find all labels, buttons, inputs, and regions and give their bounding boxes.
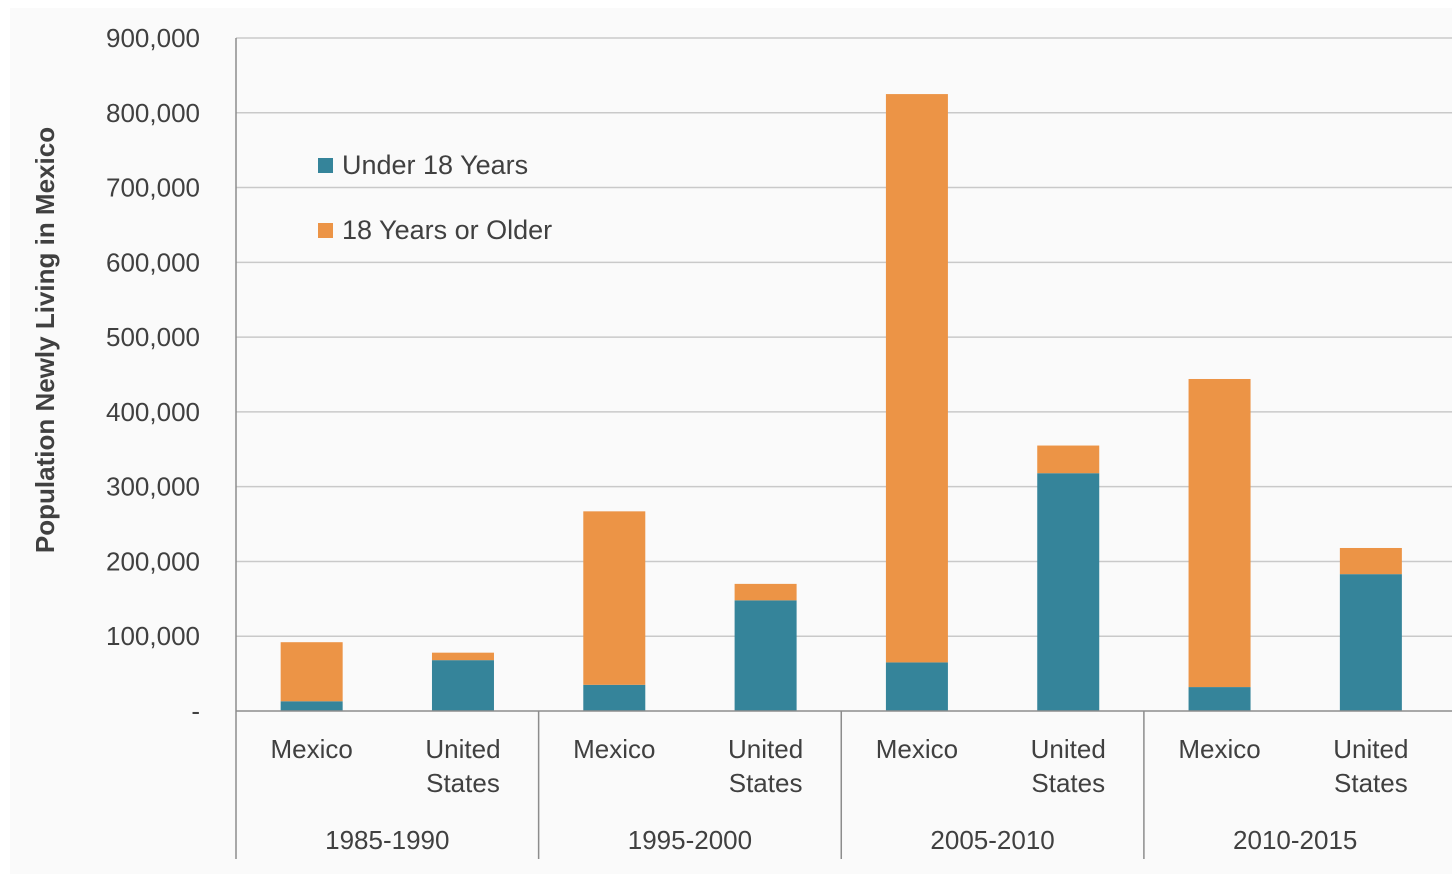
y-tick-label: 700,000 [106, 173, 200, 203]
y-axis-label: Population Newly Living in Mexico [30, 127, 60, 553]
x-category-label-line2: States [1334, 768, 1408, 798]
bar-18-or-older [431, 652, 494, 661]
x-category-label-line2: States [426, 768, 500, 798]
bar-under-18 [1037, 473, 1100, 711]
legend: Under 18 Years 18 Years or Older [318, 150, 552, 245]
x-category-label: United [425, 734, 500, 764]
y-tick-label: 400,000 [106, 397, 200, 427]
legend-swatch [318, 158, 333, 173]
x-category-label: United [728, 734, 803, 764]
bar-under-18 [885, 662, 948, 711]
bar-under-18 [280, 701, 343, 711]
x-category-label: Mexico [876, 734, 958, 764]
bar-18-or-older [885, 94, 948, 663]
x-category-label-line2: States [1031, 768, 1105, 798]
bar-18-or-older [280, 642, 343, 702]
bar-under-18 [431, 660, 494, 711]
legend-label: Under 18 Years [342, 150, 528, 180]
x-category-label: Mexico [1178, 734, 1260, 764]
legend-label: 18 Years or Older [342, 215, 552, 245]
y-tick-label: 800,000 [106, 98, 200, 128]
y-tick-label: 200,000 [106, 546, 200, 576]
x-category-label: United [1333, 734, 1408, 764]
y-tick-label: - [191, 696, 200, 726]
y-tick-label: 600,000 [106, 247, 200, 277]
y-tick-label: 300,000 [106, 472, 200, 502]
x-category-label-line2: States [729, 768, 803, 798]
y-tick-label: 100,000 [106, 621, 200, 651]
bars [280, 94, 1402, 711]
bar-18-or-older [583, 511, 646, 685]
y-tick-label: 500,000 [106, 322, 200, 352]
bar-under-18 [734, 600, 797, 711]
bar-18-or-older [734, 583, 797, 601]
bar-18-or-older [1188, 378, 1251, 688]
bar-under-18 [583, 684, 646, 711]
y-tick-label: 900,000 [106, 23, 200, 53]
x-category-label: United [1031, 734, 1106, 764]
bar-18-or-older [1037, 445, 1100, 474]
axes: - 100,000 200,000 300,000 400,000 500,000 600,… [106, 23, 1452, 859]
x-group-label: 2005-2010 [930, 825, 1054, 855]
x-group-label: 1985-1990 [325, 825, 449, 855]
x-category-label: Mexico [270, 734, 352, 764]
legend-swatch [318, 223, 333, 238]
x-group-label: 1995-2000 [628, 825, 752, 855]
x-category-label: Mexico [573, 734, 655, 764]
bar-under-18 [1339, 574, 1402, 711]
bar-18-or-older [1339, 547, 1402, 575]
x-group-label: 2010-2015 [1233, 825, 1357, 855]
bar-under-18 [1188, 687, 1251, 711]
